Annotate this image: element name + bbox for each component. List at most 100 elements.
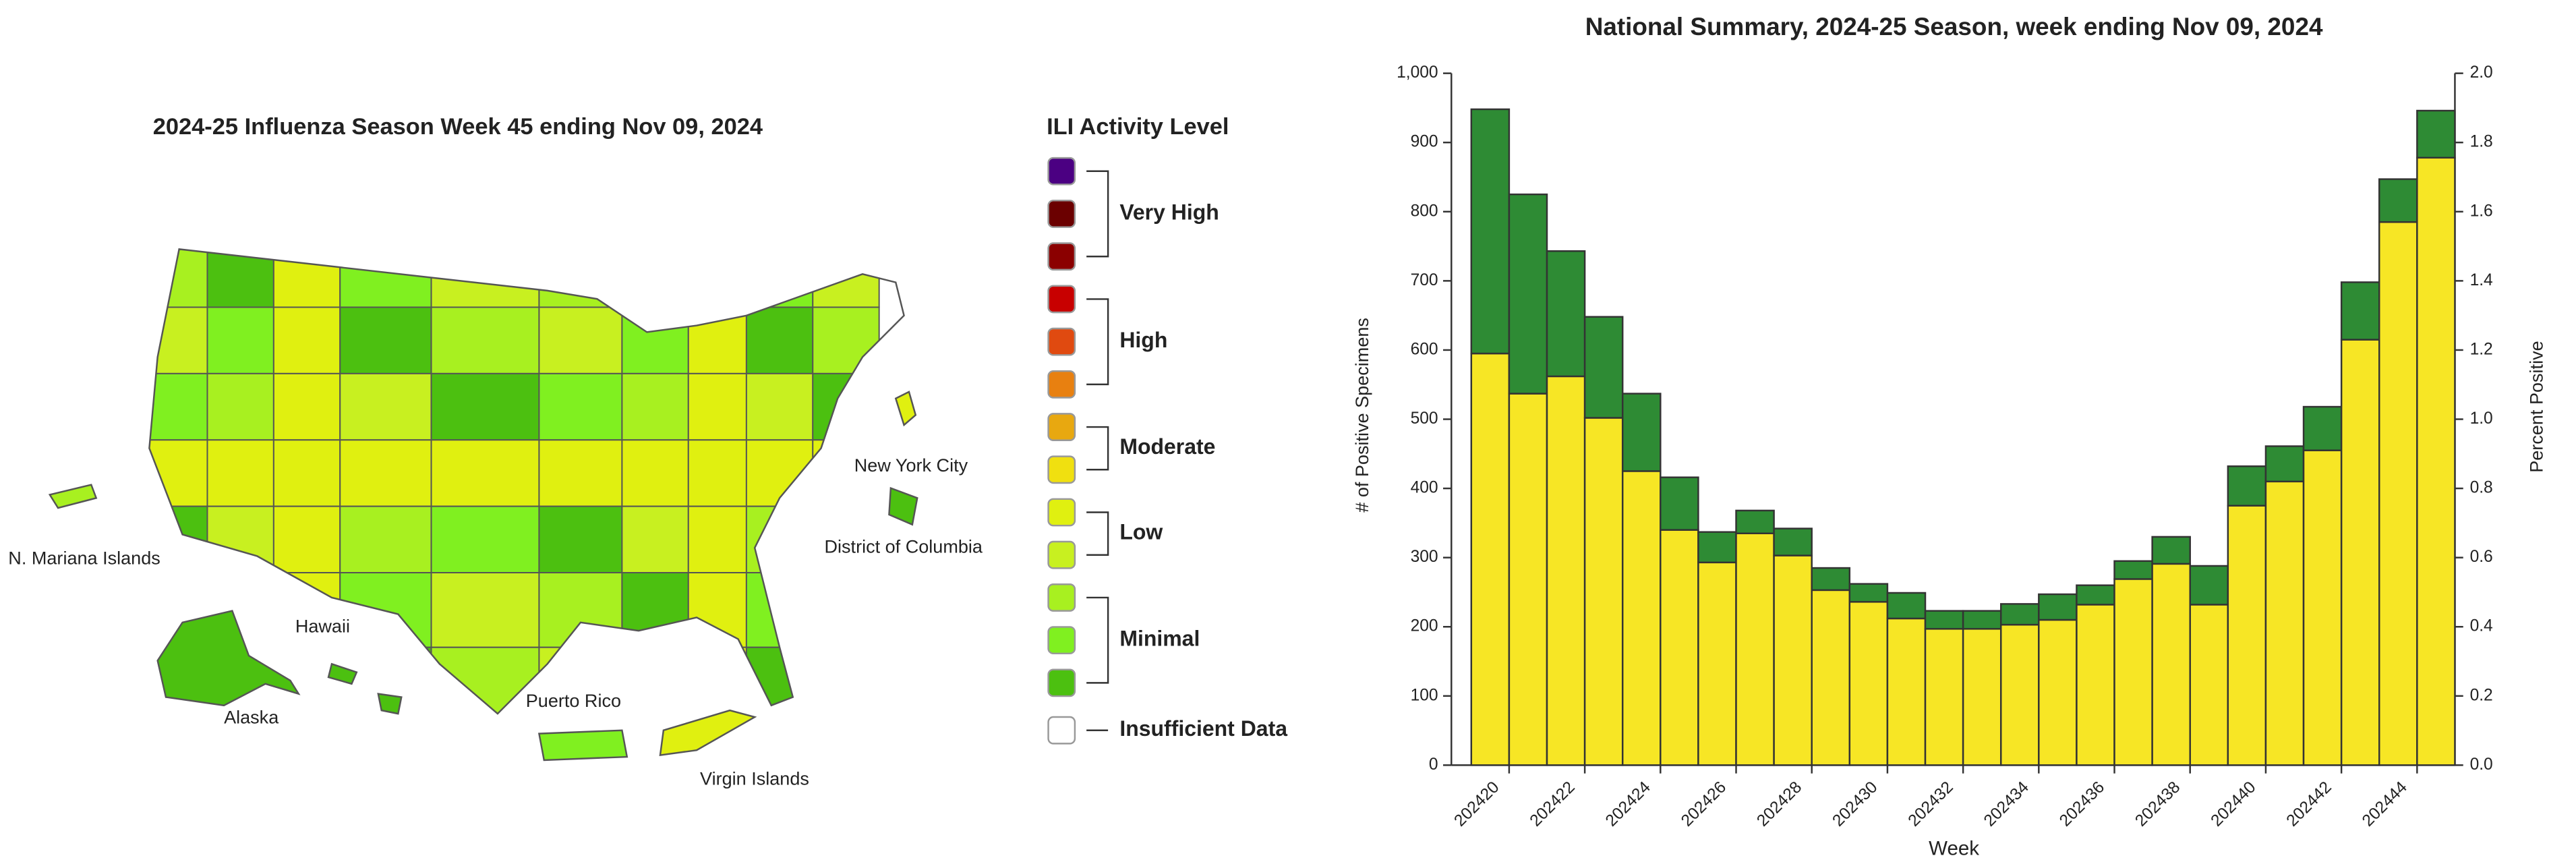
bar-segment [2038, 593, 2078, 621]
y2-tick-label: 0.0 [2470, 755, 2493, 774]
territory-label: Puerto Rico [526, 691, 621, 711]
y-tick-label: 600 [1411, 340, 1438, 358]
bar-segment [1546, 375, 1586, 766]
legend-swatch [1047, 370, 1076, 399]
territory-label: Alaska [224, 708, 279, 728]
y2-tick-label: 1.8 [2470, 133, 2493, 151]
state [272, 439, 341, 507]
y2-tick-label: 1.6 [2470, 202, 2493, 220]
bar-segment [1886, 617, 1927, 766]
state [339, 306, 432, 374]
state [339, 572, 432, 648]
mariana-islands [48, 484, 98, 509]
bar-segment [1773, 527, 1813, 556]
x-tick-label: 202434 [1981, 778, 2032, 830]
state [687, 646, 747, 714]
state [745, 646, 814, 714]
bar-segment [1508, 193, 1548, 395]
state [538, 306, 623, 374]
legend-label: Minimal [1119, 627, 1200, 651]
us-map [149, 249, 880, 714]
bar-segment [2076, 604, 2115, 766]
dc [888, 486, 918, 526]
state [206, 306, 274, 374]
state [206, 439, 274, 507]
y-tick-label: 800 [1411, 202, 1438, 220]
state [538, 505, 623, 574]
bar-segment [2416, 109, 2456, 159]
us-outline [148, 248, 905, 715]
state [339, 439, 432, 507]
bar-segment [1735, 532, 1775, 766]
state [745, 249, 814, 308]
y2-tick-label: 1.0 [2470, 409, 2493, 428]
state [206, 505, 274, 574]
y-tick-label: 0 [1429, 755, 1438, 774]
bar-segment [1508, 393, 1548, 766]
bar-segment [2264, 480, 2305, 766]
legend-label: Insufficient Data [1119, 716, 1287, 741]
y-axis-label: # of Positive Specimens [1352, 318, 1372, 513]
bar-segment [1697, 531, 1737, 564]
bar-segment [1999, 623, 2040, 766]
state [621, 249, 689, 308]
legend-swatch [1047, 716, 1076, 745]
bar-segment [1470, 352, 1511, 766]
bar-segment [2151, 536, 2191, 565]
state [206, 372, 274, 441]
state [812, 249, 880, 308]
legend-label: Low [1119, 520, 1163, 544]
state [687, 439, 747, 507]
bar-segment [2076, 584, 2115, 606]
legend-label: High [1119, 328, 1167, 352]
bar-segment [2264, 445, 2305, 483]
state [621, 439, 689, 507]
legend-swatch [1047, 156, 1076, 185]
y2-tick-label: 2.0 [2470, 63, 2493, 82]
virgin-islands [659, 709, 757, 757]
x-tick-label: 202430 [1829, 778, 1881, 830]
territory-label: Virgin Islands [700, 769, 809, 789]
state [339, 505, 432, 574]
bar-segment [1583, 417, 1624, 766]
legend-bracket [1086, 511, 1109, 556]
state [745, 439, 814, 507]
state [621, 572, 689, 648]
state [430, 249, 540, 308]
bar-segment [1962, 610, 2002, 630]
y-tick-label: 700 [1411, 271, 1438, 289]
bar-segment [1811, 589, 1851, 766]
state [812, 646, 880, 714]
bar-segment [2113, 578, 2153, 766]
bar-segment [2189, 565, 2229, 606]
bar-segment [2416, 156, 2456, 766]
x-tick-label: 202436 [2056, 778, 2108, 830]
bar-segment [1773, 554, 1813, 766]
state [149, 372, 208, 441]
state [339, 372, 432, 441]
legend-bracket [1086, 298, 1109, 386]
x-tick-label: 202442 [2283, 778, 2335, 830]
territory-label: District of Columbia [824, 536, 983, 556]
y2-axis-label: Percent Positive [2527, 341, 2547, 472]
state [687, 372, 747, 441]
territory-label: N. Mariana Islands [8, 548, 160, 569]
bar-segment [2227, 505, 2267, 766]
legend-swatch [1047, 327, 1076, 356]
bar-segment [1848, 601, 1889, 766]
y2-tick-label: 0.8 [2470, 479, 2493, 497]
legend-bracket [1086, 596, 1109, 684]
chart-title: National Summary, 2024-25 Season, week e… [1585, 13, 2323, 40]
state [745, 372, 814, 441]
legend-bracket [1086, 426, 1109, 471]
nyc [894, 391, 917, 427]
bar-segment [1697, 561, 1737, 766]
y2-tick-label: 0.6 [2470, 548, 2493, 566]
state [687, 249, 747, 308]
bar-segment [2189, 604, 2229, 766]
territory-label: New York City [854, 455, 968, 476]
bar-segment [2340, 339, 2380, 766]
legend-swatch [1047, 583, 1076, 612]
y-tick-label: 400 [1411, 479, 1438, 497]
